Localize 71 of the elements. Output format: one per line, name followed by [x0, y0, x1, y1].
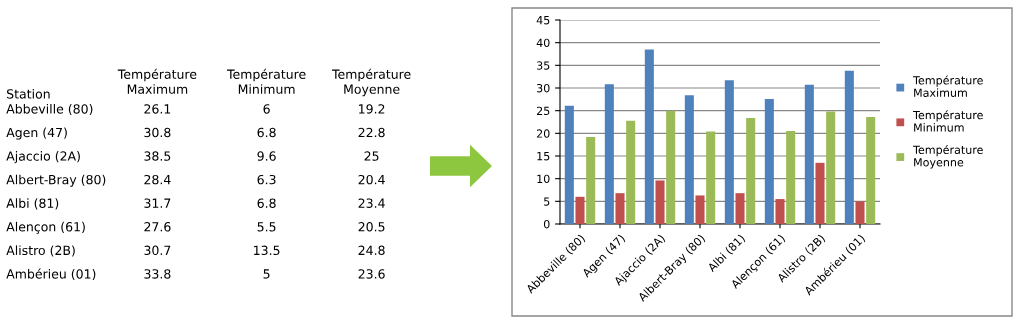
text: 26.1 [144, 104, 171, 114]
y-tick-label: 30 [536, 83, 550, 93]
bar [775, 199, 785, 224]
y-tick-label: 5 [544, 197, 550, 206]
text: 6.3 [257, 174, 276, 185]
text: 5 [263, 269, 270, 279]
bar [724, 80, 734, 224]
text: 27.6 [144, 222, 171, 232]
bar [684, 95, 694, 224]
text: 23.6 [358, 269, 385, 279]
bar [626, 120, 636, 224]
text: 22.8 [358, 127, 385, 138]
text: Température Minimum [226, 68, 306, 94]
bar [786, 131, 796, 224]
text: 33.8 [144, 269, 171, 279]
text: 38.5 [144, 151, 171, 161]
bar [666, 110, 676, 224]
text: 31.7 [144, 198, 171, 208]
text: Station [7, 88, 50, 99]
text: 30.7 [144, 245, 171, 256]
bar [815, 162, 825, 224]
text: Ajaccio (2A) [6, 151, 80, 164]
text: 6.8 [257, 127, 276, 138]
bar [826, 111, 836, 224]
bar [764, 98, 774, 224]
bar [844, 70, 854, 224]
text: 23.4 [358, 198, 385, 208]
text: Température Moyenne [331, 68, 411, 97]
y-tick-label: 45 [536, 16, 550, 25]
legend-label: Température Maximum [913, 75, 983, 97]
bar [706, 131, 716, 224]
y-tick-label: 40 [536, 38, 550, 48]
y-tick-label: 15 [537, 152, 550, 161]
bar [564, 105, 574, 224]
bar [695, 195, 705, 224]
bar [655, 180, 665, 224]
text: 30.8 [144, 127, 171, 138]
legend-label: Température Minimum [913, 110, 983, 132]
text: Abbeville (80) [6, 103, 93, 116]
text: 19.2 [359, 104, 385, 114]
text: 5.5 [257, 222, 276, 232]
text: Température Maximum [117, 68, 197, 94]
text: 6 [263, 104, 270, 114]
text: 20.4 [358, 174, 385, 185]
bar [735, 193, 745, 224]
y-tick-label: 25 [536, 106, 550, 116]
text: 25 [364, 151, 379, 161]
bar [804, 84, 814, 224]
bar [855, 201, 865, 224]
text: 28.4 [144, 174, 171, 185]
text: Alençon (61) [6, 221, 85, 234]
y-tick-label: 10 [537, 174, 550, 184]
bar [615, 193, 625, 224]
bar [604, 84, 614, 224]
text: 6.8 [257, 198, 276, 208]
legend-label: Température Moyenne [913, 144, 983, 169]
bar [586, 136, 596, 224]
text: Albi (81) [6, 198, 59, 210]
bar [644, 49, 654, 224]
text: 9.6 [257, 151, 276, 161]
y-tick-label: 20 [536, 129, 550, 138]
bar [866, 117, 876, 224]
bar [746, 117, 756, 224]
y-tick-label: 0 [543, 219, 550, 229]
text: Agen (47) [6, 127, 67, 140]
text: 13.5 [254, 245, 280, 256]
bar [575, 196, 585, 224]
text: Albert-Bray (80) [6, 174, 106, 187]
text: 24.8 [358, 245, 385, 256]
text: 20.5 [358, 222, 385, 232]
y-tick-label: 35 [536, 61, 550, 70]
